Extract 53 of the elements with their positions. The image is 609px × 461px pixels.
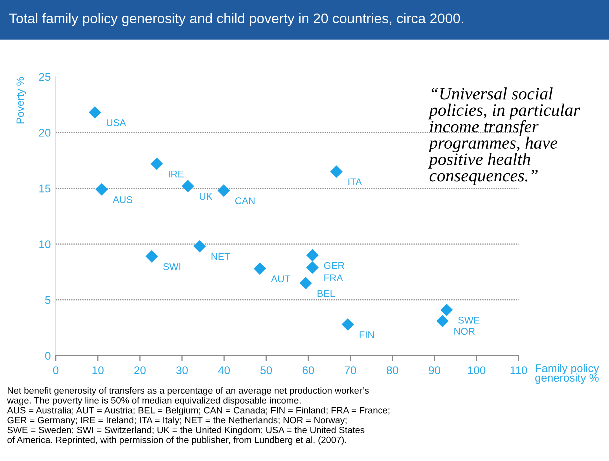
x-tick-label: 60 xyxy=(302,366,314,374)
x-tick-label: 110 xyxy=(510,366,528,374)
y-tick-label: 5 xyxy=(45,296,51,304)
x-tick-label: 40 xyxy=(218,366,230,374)
annotation: NOR xyxy=(454,328,475,336)
chart-title: Total family policy generosity and child poverty in 20 countries, circa 2000. xyxy=(9,13,464,26)
y-tick-label: 20 xyxy=(39,129,51,137)
point xyxy=(306,262,319,274)
point xyxy=(436,315,449,328)
x-tick-label: 70 xyxy=(344,366,356,374)
x-tick-label: 50 xyxy=(260,366,272,374)
annotation: BEL xyxy=(318,290,336,297)
x-tick-label: 80 xyxy=(386,366,398,374)
x-tick-label: 30 xyxy=(176,366,188,374)
annotation: GER xyxy=(324,262,344,270)
point xyxy=(88,106,102,119)
annotation: USA xyxy=(107,120,126,126)
x-tick-label: 0 xyxy=(53,366,59,374)
annotation: NET xyxy=(212,254,230,260)
text: Net benefit generosity of transfers as a percentage of an average net production worker’s wage. The poverty line is 50% of median equivalized disposable income. AUS = Australia; AUT = Austria; BEL = Belgium; CAN = Canada; FIN = Finland; FRA = France; GER = Germany; IRE = Ireland; ITA = Italy; NET = the Netherlands; NOR = Norway; SWE = Sweden; SWI = Switzerland; UK = the United Kingdom; USA = the United States of America. Reprinted, with permission of the publisher, from Lundberg et al. (2007). xyxy=(7,387,390,446)
x-tick-label: 90 xyxy=(429,366,440,374)
annotation: “Universal social policies, in particular income transfer programmes, have positive health consequences.” xyxy=(428,88,580,186)
point xyxy=(342,318,354,331)
annotation: CAN xyxy=(236,198,255,204)
annotation: IRE xyxy=(169,170,184,178)
point xyxy=(254,262,266,276)
y-tick-label: 15 xyxy=(40,184,51,193)
point xyxy=(150,158,164,170)
annotation: SWI xyxy=(164,263,181,270)
point xyxy=(300,277,312,290)
annotation: UK xyxy=(200,193,213,200)
y-tick-label: 25 xyxy=(39,73,51,82)
x-axis-title: Family policy generosity % xyxy=(536,364,600,384)
x-tick-label: 20 xyxy=(134,366,146,374)
y-axis-title: Poverty % xyxy=(16,77,26,124)
x-tick-label: 10 xyxy=(92,366,104,374)
annotation: SWE xyxy=(458,316,480,324)
annotation: FIN xyxy=(360,332,374,338)
y-tick-label: 10 xyxy=(40,240,51,248)
point xyxy=(96,183,108,196)
annotation: AUS xyxy=(113,196,133,204)
point xyxy=(440,304,454,316)
point xyxy=(182,180,194,193)
point xyxy=(218,184,230,197)
x-tick-label: 100 xyxy=(468,366,486,374)
point xyxy=(194,240,206,253)
point xyxy=(306,249,319,262)
y-tick-label: 0 xyxy=(45,352,51,360)
point xyxy=(330,166,343,178)
annotation: AUT xyxy=(271,276,290,283)
annotation: FRA xyxy=(324,274,344,282)
annotation: ITA xyxy=(348,178,362,186)
point xyxy=(146,250,158,263)
